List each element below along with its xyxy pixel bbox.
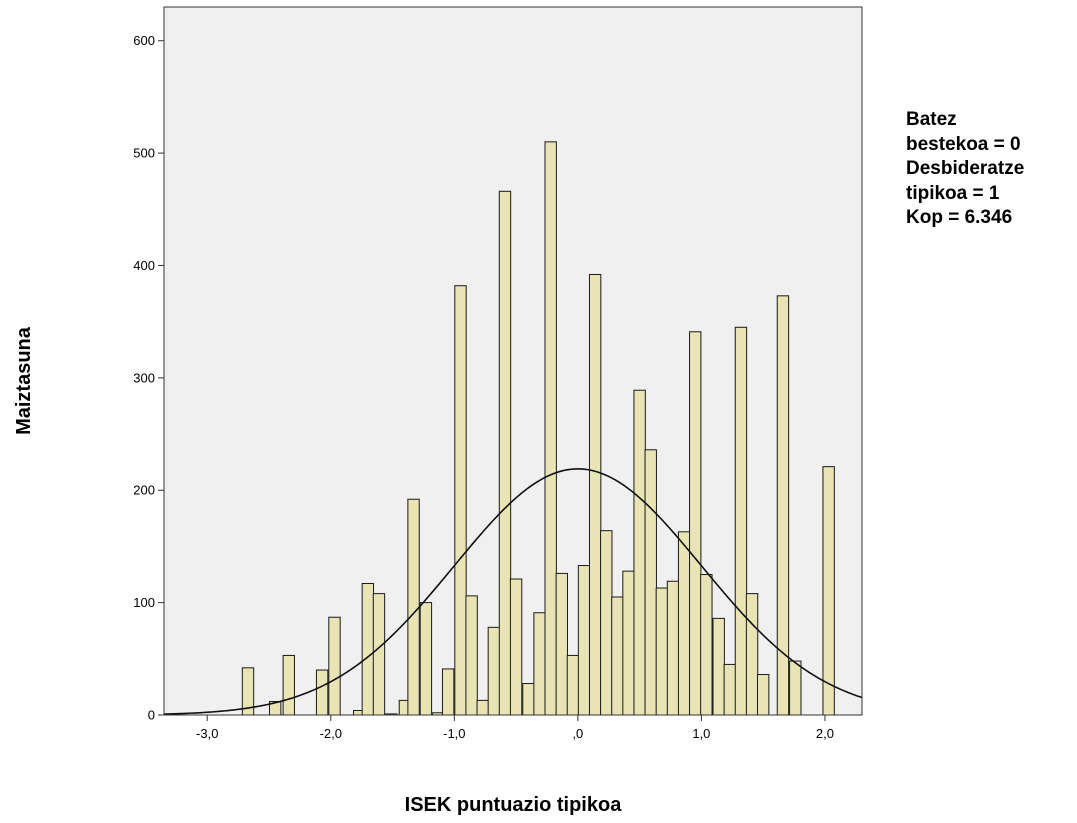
histogram-bar: [522, 683, 535, 716]
histogram-bar: [498, 190, 512, 716]
histogram-bar: [441, 668, 455, 716]
y-axis-title: Maiztasuna: [13, 326, 35, 435]
y-tick-label: 100: [133, 595, 155, 610]
stats-line-sd-value: tipikoa = 1: [906, 182, 1000, 204]
stats-line-count: Kop = 6.346: [906, 207, 1013, 228]
histogram-bar: [282, 654, 295, 716]
stats-box: Batez bestekoa = 0 Desbideratze tipikoa …: [906, 108, 1024, 231]
histogram-bar: [509, 578, 523, 716]
histogram-bar: [822, 466, 835, 716]
y-tick-label: 300: [133, 370, 155, 385]
axes-layer: 0 100 200 300 400 500 600 -3,0 -2,0 -1,0 ,0 1,0 2,0: [133, 33, 834, 741]
x-tick-label: 2,0: [816, 726, 834, 741]
x-tick-label: 1,0: [692, 726, 710, 741]
y-tick-label: 400: [133, 258, 155, 273]
histogram-bar: [407, 498, 420, 716]
x-axis-title: ISEK puntuazio tipikoa: [405, 794, 623, 816]
histogram-bar: [789, 660, 802, 716]
histogram-bar: [712, 617, 725, 716]
histogram-bar: [361, 583, 375, 716]
stats-line-mean-label: Batez: [906, 109, 957, 130]
plot-frame: [163, 6, 863, 716]
x-tick-label: ,0: [572, 726, 583, 741]
histogram-bar: [555, 572, 568, 716]
stats-line-sd-label: Desbideratze: [906, 158, 1025, 179]
histogram-bar: [600, 530, 613, 716]
histogram-bar: [487, 626, 501, 716]
histogram-bar: [566, 654, 580, 716]
histogram-bar: [677, 531, 691, 716]
histogram-bar: [328, 616, 341, 716]
histogram-bar: [419, 602, 433, 716]
histogram-bar: [577, 565, 591, 716]
histogram-bar: [544, 141, 557, 716]
histogram-bar: [644, 449, 657, 716]
histogram-bar: [454, 285, 467, 716]
y-tick-label: 600: [133, 33, 155, 48]
histogram-bar: [700, 574, 713, 716]
x-tick-label: -3,0: [196, 726, 218, 741]
histogram-bar: [588, 273, 602, 716]
histogram-bar: [689, 331, 702, 716]
histogram-bar: [723, 663, 737, 716]
histogram-bar: [633, 389, 646, 716]
x-tick-label: -1,0: [443, 726, 465, 741]
histogram-bar: [476, 699, 489, 716]
y-tick-label: 0: [148, 708, 155, 723]
stats-line-mean-value: bestekoa = 0: [906, 133, 1021, 155]
normal-curve: [163, 468, 863, 715]
histogram-bar: [611, 596, 624, 716]
histogram-bar: [756, 674, 770, 716]
histogram-bar: [622, 570, 635, 716]
histogram-bar: [533, 612, 546, 716]
histogram-bar: [666, 580, 680, 716]
histogram-bar: [734, 326, 748, 716]
y-tick-label: 500: [133, 146, 155, 161]
histogram-bar: [372, 593, 386, 716]
histogram-bar: [465, 595, 478, 716]
y-tick-label: 200: [133, 483, 155, 498]
x-tick-label: -2,0: [320, 726, 342, 741]
histogram-bar: [655, 587, 669, 716]
histogram-bar: [315, 669, 329, 716]
histogram-bar: [745, 593, 759, 716]
